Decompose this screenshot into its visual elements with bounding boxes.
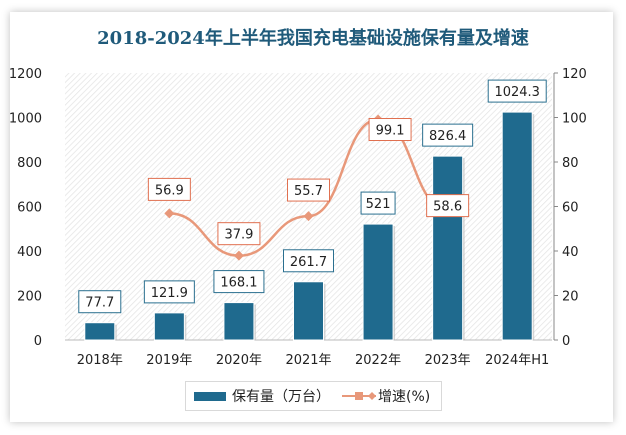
bar-data-label: 521	[366, 197, 391, 212]
x-tick-label: 2024年H1	[485, 353, 549, 368]
bar-data-label-box	[360, 191, 396, 215]
bar-data-label-box	[422, 123, 474, 147]
y-right-tick-label: 60	[562, 201, 579, 216]
x-tick-label: 2018年	[77, 353, 123, 368]
y-left-tick-label: 600	[17, 201, 42, 216]
y-left-tick-label: 800	[17, 156, 42, 171]
bar	[84, 322, 116, 341]
y-right-tick-label: 0	[562, 334, 570, 349]
bar-data-label: 261.7	[290, 255, 327, 270]
bar	[223, 302, 255, 341]
y-right-tick-label: 100	[562, 112, 587, 127]
growth-data-label: 99.1	[376, 124, 405, 139]
growth-data-label-box	[147, 177, 191, 201]
x-tick-label: 2019年	[146, 353, 192, 368]
x-tick-label: 2021年	[285, 353, 331, 368]
growth-data-label: 55.7	[294, 184, 323, 199]
bar-data-label: 168.1	[220, 276, 257, 291]
legend-bar-swatch	[194, 391, 226, 401]
bar	[501, 111, 533, 341]
bar-data-label-box	[283, 249, 334, 273]
growth-data-label: 37.9	[224, 228, 253, 243]
legend-line-swatch	[342, 390, 376, 402]
growth-marker	[303, 211, 314, 222]
bar	[362, 223, 394, 341]
growth-data-label-box	[368, 118, 412, 142]
legend-line-label: 增速(%)	[378, 389, 431, 405]
x-tick-label: 2022年	[355, 353, 401, 368]
bar-data-label: 77.7	[85, 296, 114, 311]
bar-data-label-box	[213, 270, 265, 294]
growth-data-label-box	[287, 178, 330, 202]
bar-data-label: 1024.3	[494, 85, 540, 100]
y-left-tick-label: 400	[17, 245, 42, 260]
y-left-tick-label: 1000	[9, 112, 42, 127]
chart-title: 2018-2024年上半年我国充电基础设施保有量及增速	[97, 28, 529, 49]
growth-marker	[233, 250, 244, 261]
growth-line	[169, 118, 448, 257]
y-left-tick-label: 200	[17, 290, 42, 305]
growth-marker	[164, 208, 175, 219]
legend: 保有量（万台） 增速(%)	[185, 381, 442, 411]
growth-data-label: 56.9	[155, 183, 184, 198]
growth-data-label: 58.6	[433, 200, 462, 215]
bar	[432, 155, 464, 341]
y-right-tick-label: 20	[562, 290, 579, 305]
bar-data-label: 826.4	[429, 129, 466, 144]
growth-data-label-box	[426, 194, 470, 218]
x-tick-label: 2023年	[425, 353, 471, 368]
bar-data-label-box	[143, 280, 195, 304]
y-left-tick-label: 0	[34, 334, 42, 349]
growth-data-label-box	[217, 222, 261, 246]
legend-bar-label: 保有量（万台）	[232, 389, 330, 405]
bar-data-label-box	[487, 79, 547, 103]
x-tick-label: 2020年	[216, 353, 262, 368]
bar	[153, 312, 185, 341]
y-left-tick-label: 1200	[9, 67, 42, 82]
bar-data-label-box	[78, 290, 122, 314]
bar	[293, 281, 324, 341]
y-right-tick-label: 80	[562, 156, 579, 171]
y-right-tick-label: 120	[562, 67, 587, 82]
bar-data-label: 121.9	[151, 286, 188, 301]
y-right-tick-label: 40	[562, 245, 579, 260]
